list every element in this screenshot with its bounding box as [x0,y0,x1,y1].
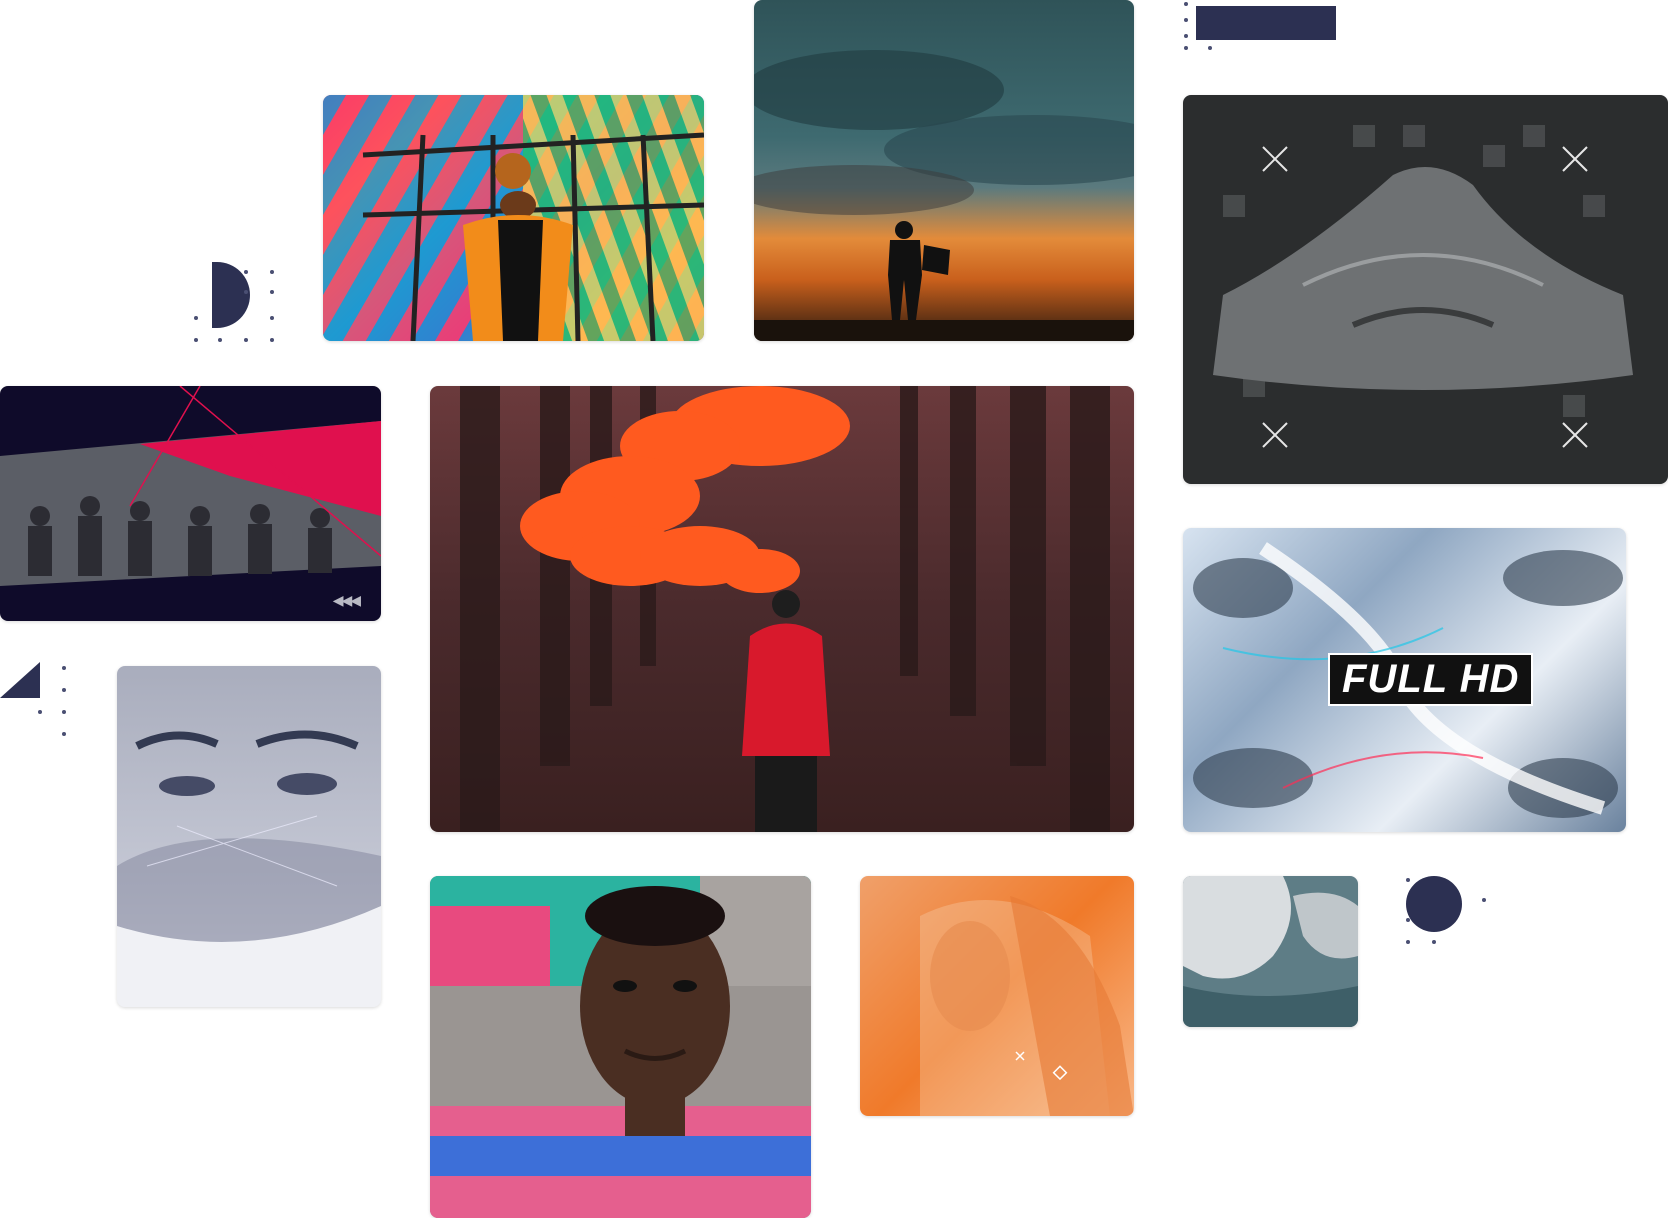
person-red-jacket-orange-smoke-icon [460,386,1110,832]
dot [1482,898,1486,902]
colorful-dancer-thumbnail[interactable] [323,95,704,341]
dot [1184,34,1188,38]
man-portrait-split-glitch-icon [430,876,811,1218]
dot [194,316,198,320]
dot [1184,2,1188,6]
dot [270,338,274,342]
woman-eyes-ink-wash-icon [117,730,381,1007]
woman-orange-duotone-icon [920,896,1134,1116]
ocean-ice-thumbnail[interactable] [1183,876,1358,1027]
dot [1208,46,1212,50]
woman-eyes-thumbnail[interactable] [117,666,381,1007]
orange-woman-thumbnail[interactable] [860,876,1134,1116]
dot [1432,940,1436,944]
man-portrait-thumbnail[interactable] [430,876,811,1218]
dot [244,290,248,294]
dot [62,688,66,692]
dot [1184,18,1188,22]
dot [62,710,66,714]
dot [1406,878,1410,882]
dot [218,338,222,342]
dot [244,338,248,342]
dot [1406,918,1410,922]
city-crowd-slanted-banner-icon [0,386,381,586]
sunset-silhouette-thumbnail[interactable] [754,0,1134,341]
dot [270,316,274,320]
smoke-flare-thumbnail[interactable] [430,386,1134,832]
covered-car-thumbnail[interactable] [1183,95,1668,484]
dot [62,666,66,670]
dot [270,270,274,274]
city-crowd-thumbnail[interactable]: ◀◀◀ [0,386,381,621]
dot [1184,46,1188,50]
triangle-shape [0,662,40,698]
dot [1406,940,1410,944]
rewind-icon: ◀◀◀ [332,592,361,608]
navy-bar-shape [1196,6,1336,40]
full-hd-thumbnail[interactable]: FULL HD [1183,528,1626,832]
dot [244,270,248,274]
ocean-ice-aerial-icon [1183,876,1358,1027]
circle-shape [1406,876,1462,932]
snowy-aerial-glitch-icon [1193,542,1623,818]
person-silhouette-sunset-clouds-icon [754,50,1134,341]
dot [62,732,66,736]
dot [270,290,274,294]
covered-race-car-pixel-glitch-icon [1213,125,1633,448]
full-hd-badge: FULL HD [1328,653,1534,706]
dot [194,338,198,342]
dot [38,710,42,714]
woman-dancing-colorful-stripes-icon [323,95,704,341]
